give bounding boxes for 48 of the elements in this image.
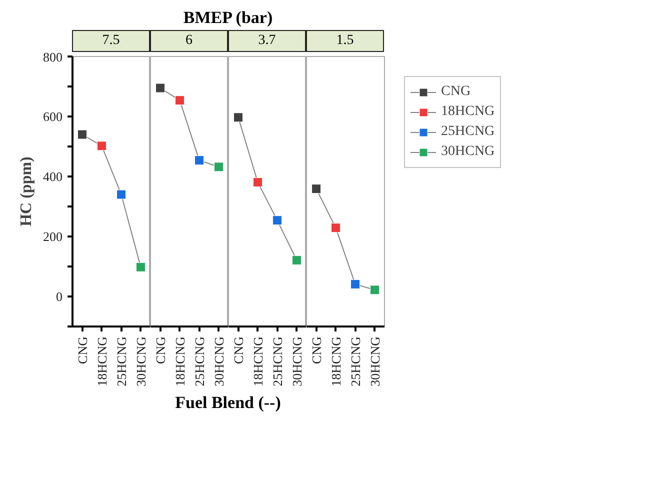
x-tick-label: 25HCNG bbox=[270, 336, 285, 386]
point bbox=[350, 279, 360, 289]
legend-label: 25HCNG bbox=[441, 124, 495, 140]
x-tick-label: 30HCNG bbox=[133, 336, 148, 386]
chart-title: 7.5 bbox=[102, 32, 120, 50]
x-tick-label: 18HCNG bbox=[172, 336, 188, 386]
x-tick-label: CNG bbox=[74, 336, 90, 364]
y-tick-label: 200 bbox=[43, 229, 62, 244]
x-tick-label: 18HCNG bbox=[94, 336, 110, 386]
point bbox=[370, 285, 380, 295]
legend-label: 18HCNG bbox=[441, 104, 495, 120]
x-tick-label: 25HCNG bbox=[114, 336, 129, 386]
chart-title: 6 bbox=[186, 32, 192, 50]
point bbox=[214, 162, 224, 172]
x-tick-label: 25HCNG bbox=[192, 336, 207, 386]
legend-label: CNG bbox=[441, 84, 471, 100]
point bbox=[136, 262, 146, 272]
point bbox=[272, 216, 282, 226]
y-axis-title: HC (ppm) bbox=[18, 156, 35, 226]
point bbox=[292, 255, 302, 265]
point bbox=[234, 112, 243, 122]
x-tick-label: 25HCNG bbox=[348, 336, 363, 386]
x-tick-label: 18HCNG bbox=[250, 336, 266, 386]
point bbox=[331, 223, 340, 233]
point bbox=[253, 177, 262, 187]
x-tick-label: CNG bbox=[230, 336, 246, 364]
chart-title: 1.5 bbox=[336, 32, 354, 50]
text: BMEP (bar) bbox=[183, 7, 273, 29]
x-tick-label: 30HCNG bbox=[289, 336, 304, 386]
point bbox=[78, 130, 87, 140]
point bbox=[116, 190, 126, 200]
legend-label: 30HCNG bbox=[441, 144, 495, 160]
y-tick-label: 0 bbox=[56, 289, 62, 304]
y-tick-label: 800 bbox=[43, 50, 62, 64]
x-tick-label: CNG bbox=[152, 336, 168, 364]
chart-title: 3.7 bbox=[258, 32, 276, 50]
y-tick-label: 400 bbox=[43, 169, 62, 184]
x-tick-label: CNG bbox=[308, 336, 324, 364]
x-tick-label: 30HCNG bbox=[211, 336, 226, 386]
point bbox=[312, 184, 321, 194]
point bbox=[97, 141, 106, 151]
x-tick-label: 30HCNG bbox=[367, 336, 382, 386]
x-tick-label: 18HCNG bbox=[328, 336, 344, 386]
point bbox=[194, 156, 204, 166]
text: Fuel Blend (--) bbox=[175, 392, 281, 414]
point bbox=[156, 83, 165, 93]
y-tick-label: 600 bbox=[43, 109, 62, 124]
point bbox=[175, 96, 184, 106]
